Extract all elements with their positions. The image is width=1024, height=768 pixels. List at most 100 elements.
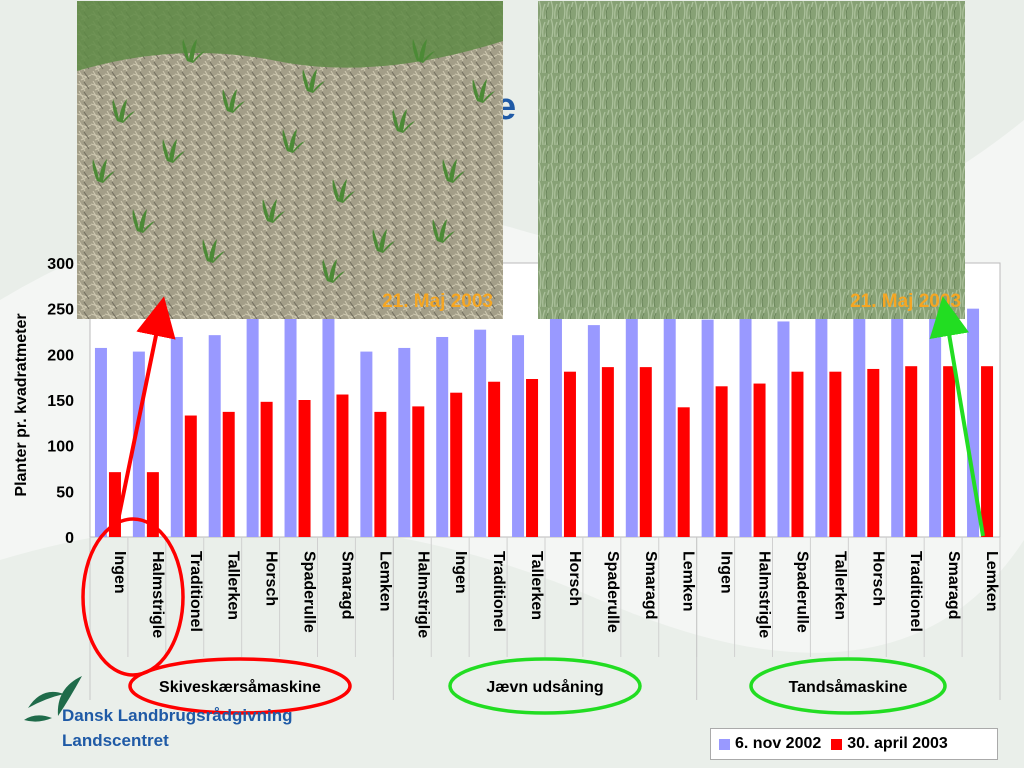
legend-item-series2: 30. april 2003	[831, 735, 948, 753]
bar-series2	[791, 371, 804, 537]
legend-label-series2: 30. april 2003	[847, 735, 948, 752]
y-tick-label: 0	[65, 530, 74, 547]
bar-series2	[412, 406, 425, 537]
bar-series1	[474, 329, 487, 537]
x-tick-label: Spaderulle	[793, 551, 810, 633]
bar-series2	[222, 411, 235, 537]
bar-series1	[170, 336, 183, 537]
legend-swatch-series2	[831, 738, 843, 750]
legend-swatch-series1	[719, 738, 730, 750]
y-tick-label: 200	[47, 347, 74, 364]
bar-series1	[891, 308, 904, 537]
bar-series2	[715, 386, 728, 537]
bar-series2	[450, 392, 463, 537]
bar-series1	[322, 308, 335, 537]
group-label-2: Jævn udsåning	[486, 678, 603, 696]
x-tick-label: Horsch	[869, 551, 886, 606]
bar-series2	[601, 367, 614, 537]
group-ellipse-2	[448, 657, 642, 715]
y-axis-label: Planter pr. kvadratmeter	[13, 313, 30, 496]
x-tick-label: Smaragd	[338, 551, 355, 619]
bar-series1	[284, 310, 297, 537]
bar-series1	[967, 308, 980, 537]
x-tick-label: Ingen	[452, 551, 469, 594]
group-ellipse-3	[749, 657, 947, 715]
y-tick-label: 250	[47, 302, 74, 319]
bar-series1	[625, 313, 638, 537]
bar-series1	[246, 313, 259, 537]
y-axis: 0 50 100 150 200 250 300	[47, 256, 74, 547]
bar-series1	[587, 325, 600, 537]
group-label-1: Skiveskærsåmaskine	[159, 678, 321, 696]
stubble-field-photo	[77, 1, 503, 319]
bar-series2	[563, 371, 576, 537]
bar-series1	[436, 336, 449, 537]
wheat-field-photo	[538, 1, 965, 319]
photo-left: 21. Maj 2003	[77, 1, 503, 319]
bar-series1	[512, 335, 525, 537]
bar-series2	[829, 371, 842, 537]
x-tick-label: Horsch	[566, 551, 583, 606]
bar-series2	[981, 366, 994, 537]
bar-series2	[867, 368, 880, 537]
bar-series2	[298, 400, 311, 537]
bar-series2	[905, 366, 918, 537]
x-tick-label: Tallerken	[831, 551, 848, 620]
bar-series2	[336, 394, 349, 537]
x-tick-label: Traditionel	[907, 551, 924, 632]
bar-series1	[739, 308, 752, 537]
bar-series2	[753, 383, 766, 537]
x-tick-label: Tallerken	[225, 551, 242, 620]
photo-left-date: 21. Maj 2003	[382, 291, 493, 312]
x-tick-label: Spaderulle	[604, 551, 621, 633]
photo-right-date: 21. Maj 2003	[850, 291, 961, 312]
x-tick-label: Spaderulle	[301, 551, 318, 633]
organization-name: Dansk Landbrugsrådgivning	[62, 706, 293, 725]
x-tick-label: Lemken	[376, 551, 393, 611]
bar-series2	[943, 366, 956, 537]
bar-series2	[488, 381, 501, 537]
x-tick-label: Lemken	[983, 551, 1000, 611]
group-ellipse-1	[128, 657, 352, 715]
bars	[94, 288, 994, 537]
bar-series1	[777, 321, 790, 537]
bar-series1	[549, 308, 562, 537]
photo-right: 21. Maj 2003	[538, 1, 965, 319]
x-tick-label: Smaragd	[945, 551, 962, 619]
y-tick-label: 300	[47, 256, 74, 273]
x-tick-label: Halmstrigle	[414, 551, 431, 638]
x-tick-label: Tallerken	[528, 551, 545, 620]
highlight-ellipse	[81, 517, 185, 677]
bar-series2	[639, 367, 652, 537]
bar-series1	[208, 335, 221, 537]
bar-series2	[184, 415, 197, 537]
x-tick-label: Lemken	[680, 551, 697, 611]
bar-series1	[94, 347, 107, 537]
bar-series1	[701, 319, 714, 537]
organization-subname: Landscentret	[62, 731, 169, 750]
x-tick-label: Halmstrigle	[149, 551, 166, 638]
legend-item-series1: 6. nov 2002	[719, 735, 821, 753]
bar-series1	[398, 347, 411, 537]
legend-label-series1: 6. nov 2002	[735, 735, 822, 752]
group-label-3: Tandsåmaskine	[789, 678, 908, 696]
y-tick-label: 100	[47, 439, 74, 456]
bar-series2	[526, 378, 539, 537]
bar-series1	[815, 308, 828, 537]
x-tick-label: Traditionel	[490, 551, 507, 632]
x-tick-label: Smaragd	[642, 551, 659, 619]
bar-series2	[260, 401, 273, 537]
bar-series1	[132, 351, 145, 537]
bar-series2	[374, 411, 387, 537]
bar-series1	[663, 308, 676, 537]
x-tick-label: Ingen	[718, 551, 735, 594]
y-tick-label: 150	[47, 393, 74, 410]
bar-series1	[853, 308, 866, 537]
x-tick-label: Traditionel	[187, 551, 204, 632]
x-tick-label: Ingen	[111, 551, 128, 594]
x-tick-label: Horsch	[263, 551, 280, 606]
x-tick-labels: Ingen Halmstrigle Traditionel Tallerken Hors…	[111, 551, 1000, 638]
bar-series1	[360, 351, 373, 537]
chart-legend: 6. nov 2002 30. april 2003	[710, 728, 998, 760]
organization-logo-icon	[24, 676, 82, 722]
